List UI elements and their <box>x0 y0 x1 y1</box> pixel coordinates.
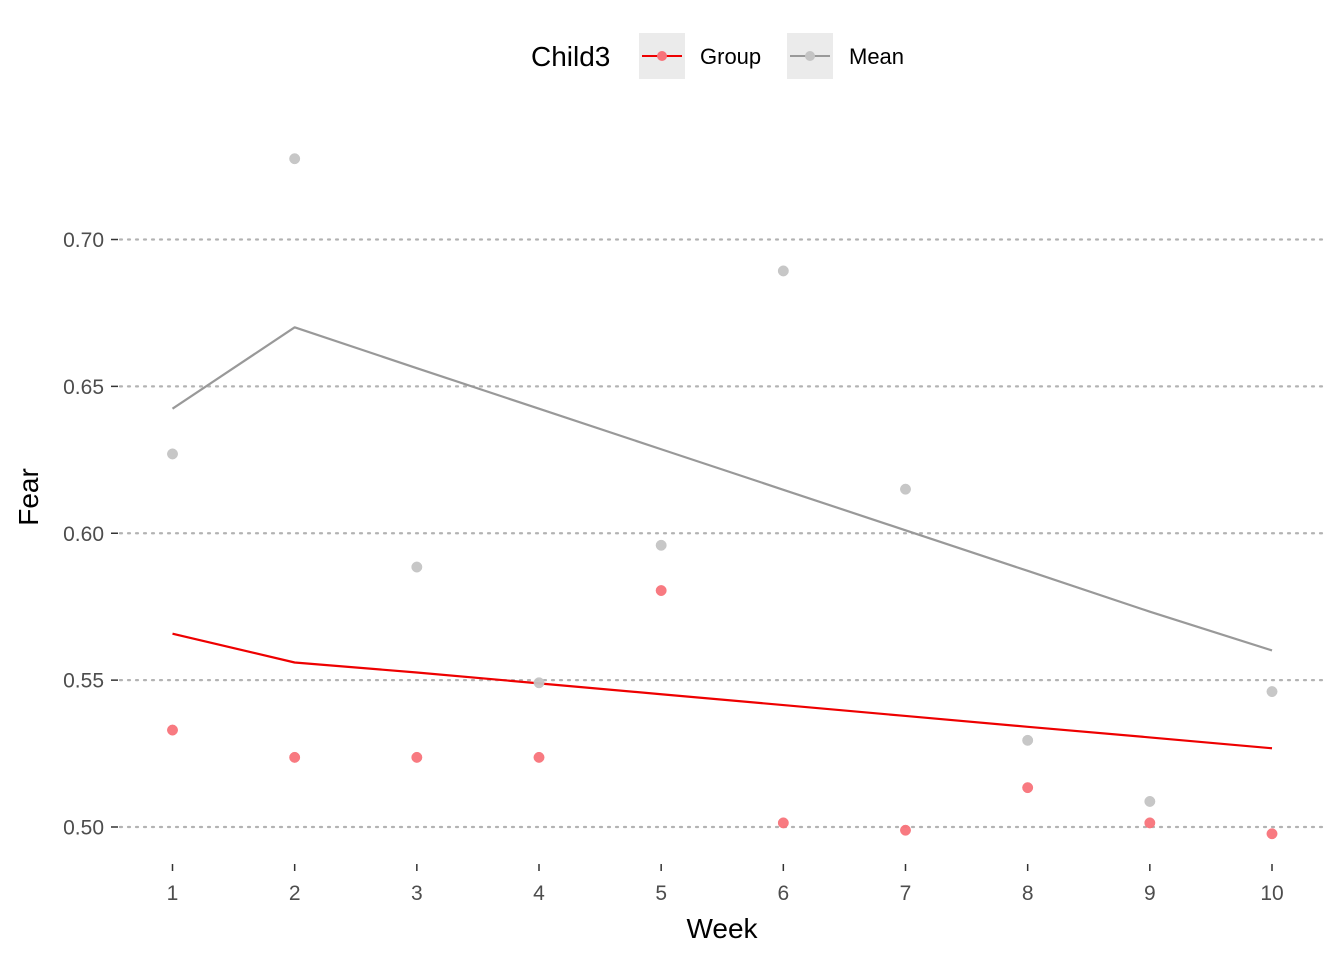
y-tick-label: 0.60 <box>63 523 104 546</box>
y-tick-label: 0.55 <box>63 670 104 693</box>
data-point-group <box>533 751 545 763</box>
x-tick-label: 4 <box>533 882 545 905</box>
data-point-mean <box>1144 795 1156 807</box>
x-axis-title: Week <box>686 913 758 944</box>
series-layer <box>167 153 1278 840</box>
y-tick-label: 0.65 <box>63 376 104 399</box>
legend: Child3 Group Mean <box>531 33 904 79</box>
data-point-mean <box>655 539 667 551</box>
data-point-group <box>1022 782 1034 794</box>
data-point-mean <box>167 448 178 460</box>
legend-key-group-point <box>657 51 667 61</box>
data-point-group <box>411 751 423 763</box>
y-tick-label: 0.70 <box>63 229 104 252</box>
y-tick-label: 0.50 <box>63 817 104 840</box>
legend-title: Child3 <box>531 41 610 72</box>
x-tick-label: 2 <box>289 882 301 905</box>
data-point-group <box>289 751 301 763</box>
data-point-group <box>1144 817 1156 829</box>
data-point-group <box>655 585 667 596</box>
y-axis-title: Fear <box>13 468 44 526</box>
x-tick-label: 9 <box>1144 882 1156 905</box>
series-line-mean <box>171 326 1273 652</box>
data-point-mean <box>1266 686 1278 698</box>
legend-label-group: Group <box>700 44 761 69</box>
data-point-mean <box>1022 734 1034 746</box>
x-tick-label: 3 <box>411 882 423 905</box>
data-point-group <box>167 724 178 736</box>
gridlines <box>118 238 1330 829</box>
series-line-group <box>172 632 1273 750</box>
x-tick-label: 7 <box>900 882 912 905</box>
data-point-mean <box>411 561 423 573</box>
x-tick-label: 10 <box>1260 882 1283 905</box>
legend-key-mean-point <box>805 51 815 61</box>
x-tick-label: 1 <box>167 882 179 905</box>
x-tick-label: 8 <box>1022 882 1034 905</box>
data-point-mean <box>289 153 301 165</box>
data-point-group <box>777 817 789 829</box>
data-point-group <box>1266 828 1278 840</box>
data-point-mean <box>533 677 545 689</box>
data-point-group <box>900 824 911 836</box>
y-axis: 0.50 0.55 0.60 0.65 0.70 <box>63 229 118 840</box>
x-tick-label: 5 <box>655 882 667 905</box>
legend-label-mean: Mean <box>849 44 904 69</box>
x-tick-label: 6 <box>777 882 789 905</box>
data-point-mean <box>777 265 789 277</box>
data-point-mean <box>900 483 911 495</box>
x-axis: 1 2 3 4 5 6 7 8 9 10 <box>167 864 1284 905</box>
